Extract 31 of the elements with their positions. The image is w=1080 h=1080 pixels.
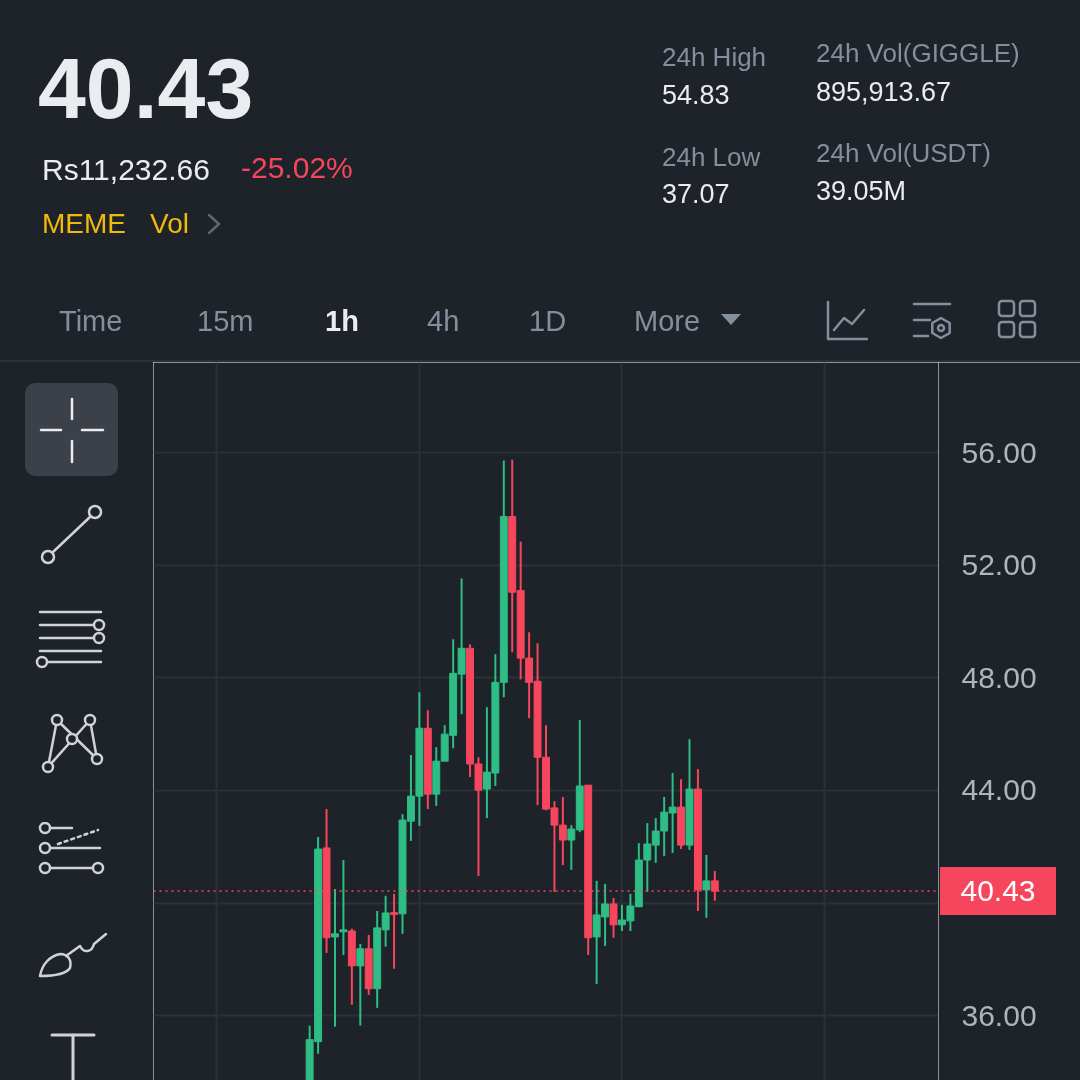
text: 895,913.67 xyxy=(816,76,952,107)
text: MEME xyxy=(42,208,126,240)
candlestick xyxy=(609,897,618,939)
candlestick xyxy=(390,892,399,970)
text: 24h Vol(GIGGLE) xyxy=(816,38,1020,69)
text: 40.43 xyxy=(38,39,254,136)
text: 4h xyxy=(427,304,460,337)
y-tick-label: 56.00 xyxy=(961,435,1037,469)
text: Vol xyxy=(150,208,189,240)
y-tick-label: 44.00 xyxy=(961,773,1037,807)
y-tick-label: 36.00 xyxy=(961,998,1037,1032)
text: 24h High xyxy=(662,42,767,73)
text: 39.05M xyxy=(816,175,907,206)
ref-line-label: 40.43 xyxy=(960,874,1036,907)
text: 24h Low xyxy=(662,142,761,173)
text: 24h Vol(USDT) xyxy=(816,138,991,169)
text: Rs11,232.66 xyxy=(42,153,210,187)
y-tick-label: 52.00 xyxy=(961,548,1037,582)
candlestick xyxy=(702,853,711,919)
candlestick xyxy=(339,859,348,956)
text: More xyxy=(634,304,701,337)
text: 15m xyxy=(197,304,254,337)
candlestick xyxy=(356,942,365,1027)
text: 1h xyxy=(325,304,359,337)
y-tick-label: 48.00 xyxy=(961,660,1037,694)
text: 54.83 xyxy=(662,79,730,110)
candlestick xyxy=(331,888,339,1028)
text: -25.02% xyxy=(241,151,353,185)
text: Time xyxy=(59,304,123,337)
text: 1D xyxy=(529,304,567,337)
text: 37.07 xyxy=(662,178,730,209)
